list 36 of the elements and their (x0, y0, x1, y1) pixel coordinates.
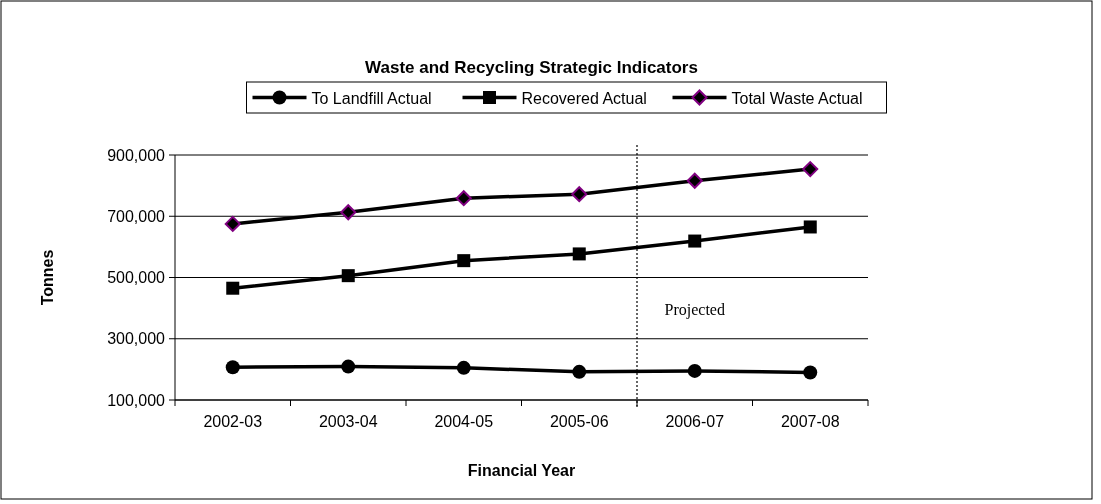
legend-label: Total Waste Actual (731, 89, 863, 107)
point (224, 215, 241, 232)
point (341, 269, 355, 283)
x-tick-label: 2005-06 (549, 413, 609, 430)
y-tick-label: 900,000 (107, 146, 166, 164)
x-tick-label: 2006-07 (665, 413, 725, 430)
x-tick-label: 2007-08 (780, 413, 840, 430)
point (687, 363, 702, 378)
chart-title: Waste and Recycling Strategic Indicators (365, 58, 698, 77)
point (803, 365, 818, 380)
x-tick-label: 2002-03 (203, 413, 263, 430)
point (457, 254, 471, 268)
y-tick-label: 500,000 (107, 269, 166, 286)
y-axis-title: Tonnes (39, 249, 56, 306)
point (802, 161, 819, 178)
point (686, 172, 703, 189)
point (688, 234, 702, 248)
x-axis-title: Financial Year (467, 462, 576, 479)
point (455, 190, 472, 207)
point (341, 359, 356, 374)
y-tick-label: 300,000 (107, 330, 166, 348)
point (571, 186, 588, 203)
annotation: Projected (664, 301, 725, 319)
point (572, 247, 586, 261)
legend-label: To Landfill Actual (311, 89, 432, 107)
x-tick-label: 2003-04 (318, 413, 378, 430)
point (225, 360, 240, 375)
y-tick-label: 100,000 (107, 391, 166, 409)
point (803, 220, 817, 234)
point (572, 364, 587, 379)
point (456, 360, 471, 375)
y-tick-label: 700,000 (107, 207, 166, 225)
legend-label: Recovered Actual (521, 89, 647, 107)
x-tick-label: 2004-05 (434, 413, 494, 430)
point (340, 204, 357, 221)
point (226, 281, 240, 295)
